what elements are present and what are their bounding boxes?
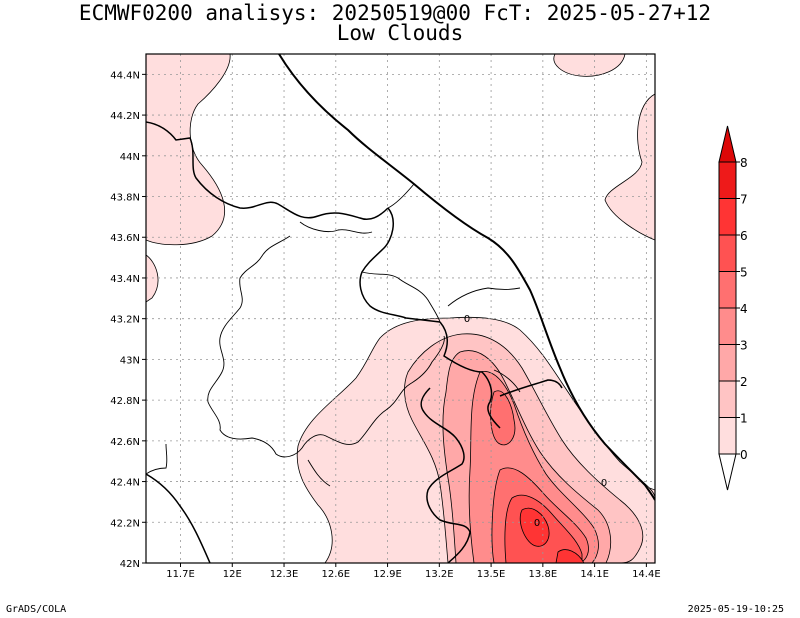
- colorbar-over-arrow: [718, 125, 737, 163]
- lon-tick-label: 13.8E: [529, 569, 558, 580]
- chart-subtitle: Low Clouds: [336, 21, 464, 45]
- lat-tick-label: 42.4N: [110, 478, 140, 489]
- regional-border-2: [359, 207, 441, 323]
- regional-border-5: [146, 473, 211, 563]
- lat-tick-label: 44N: [120, 152, 140, 163]
- boundaries: [146, 54, 655, 563]
- colorbar-bin: [718, 271, 737, 309]
- colorbar-tick-label: 7: [740, 193, 748, 207]
- lat-tick-label: 42.2N: [110, 518, 140, 529]
- lon-tick-label: 12.9E: [373, 569, 402, 580]
- colorbar-bin: [718, 198, 737, 236]
- colorbar-tick-label: 5: [740, 266, 748, 280]
- cloud-area-east: [604, 93, 655, 241]
- colorbar-bin: [718, 307, 737, 345]
- lat-tick-label: 43N: [120, 355, 140, 366]
- regional-border-3: [439, 321, 501, 429]
- colorbar-tick-label: 3: [740, 339, 748, 353]
- regional-border-6: [420, 387, 471, 563]
- lat-tick-label: 43.2N: [110, 315, 140, 326]
- lat-tick-label: 44.4N: [110, 70, 140, 81]
- plot-frame: [145, 53, 656, 564]
- lon-tick-label: 13.2E: [425, 569, 454, 580]
- lon-tick-label: 14.4E: [632, 569, 661, 580]
- cloud-area-nw: [146, 54, 231, 246]
- lon-tick-label: 11.7E: [166, 569, 195, 580]
- colorbar-bin: [718, 344, 737, 382]
- lat-tick-label: 43.6N: [110, 233, 140, 244]
- lon-tick-labels: 11.7E 12E 12.3E 12.6E 12.9E 13.2E 13.5E 13.8E 14…: [166, 569, 660, 580]
- colorbar-tick-label: 8: [740, 156, 748, 170]
- lat-tick-labels: 42N 42.2N 42.4N 42.6N 42.8N 43N 43.2N 43.4N 43.6…: [110, 70, 140, 570]
- cloud-area-main-7b: [555, 549, 585, 563]
- provincial-lines: [146, 183, 521, 487]
- contour-label: 0: [601, 478, 607, 489]
- lat-tick-label: 44.2N: [110, 111, 140, 122]
- lat-tick-label: 43.8N: [110, 193, 140, 204]
- contour-label: 0: [534, 518, 540, 529]
- lon-tick-label: 12.6E: [321, 569, 350, 580]
- lat-tick-label: 43.4N: [110, 274, 140, 285]
- lat-tick-label: 42.6N: [110, 437, 140, 448]
- cloud-area-west: [146, 254, 159, 303]
- colorbar-tick-label: 0: [740, 448, 748, 462]
- colorbar: 0 1 2 3 4 5 6 7 8: [718, 125, 748, 491]
- colorbar-tick-label: 2: [740, 375, 748, 389]
- shaded-field: [146, 54, 655, 563]
- lat-tick-label: 42N: [120, 559, 140, 570]
- lon-tick-label: 13.5E: [477, 569, 506, 580]
- colorbar-bin: [718, 161, 737, 199]
- colorbar-bin: [718, 417, 737, 455]
- coastline: [278, 54, 655, 501]
- lon-tick-label: 14.1E: [580, 569, 609, 580]
- colorbar-tick-label: 1: [740, 412, 748, 426]
- lon-tick-label: 12E: [223, 569, 242, 580]
- colorbar-bin: [718, 234, 737, 272]
- axis-ticks: [142, 73, 647, 567]
- colorbar-tick-label: 6: [740, 229, 748, 243]
- cloud-area-main-5: [490, 390, 516, 446]
- colorbar-tick-label: 4: [740, 302, 748, 316]
- chart-title: ECMWF0200 analisys: 20250519@00 FcT: 202…: [78, 1, 712, 25]
- regional-border: [146, 121, 389, 220]
- colorbar-bin: [718, 380, 737, 418]
- colorbar-under-arrow: [718, 453, 737, 491]
- contour-label: 0: [464, 314, 470, 325]
- cloud-area-main-7: [519, 507, 550, 547]
- cloud-area-ne-top: [553, 54, 626, 77]
- footer-software-label: GrADS/COLA: [6, 604, 67, 615]
- lat-tick-label: 42.8N: [110, 396, 140, 407]
- lon-tick-label: 12.3E: [270, 569, 299, 580]
- footer-timestamp: 2025-05-19-10:25: [687, 604, 784, 615]
- regional-border-4: [499, 379, 563, 397]
